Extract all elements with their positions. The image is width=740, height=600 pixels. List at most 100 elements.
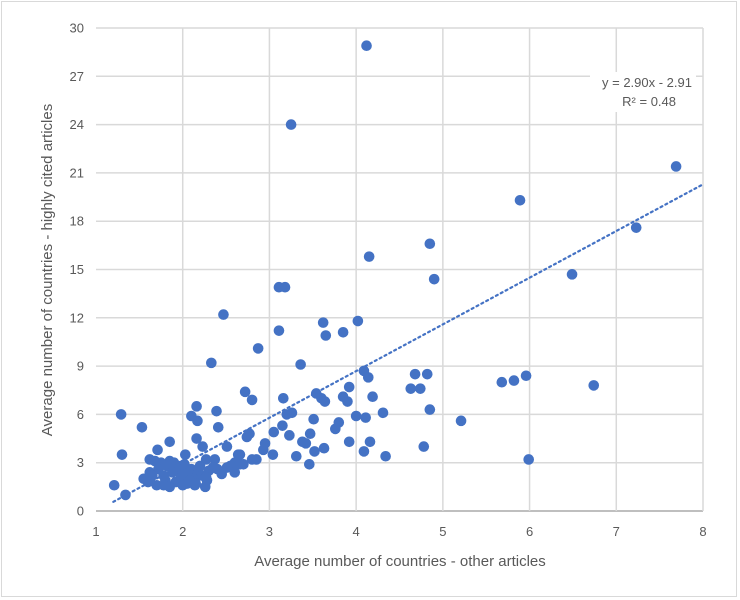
data-point bbox=[520, 370, 532, 382]
data-point bbox=[362, 372, 374, 383]
data-point bbox=[337, 326, 349, 338]
data-point bbox=[281, 409, 293, 420]
data-point bbox=[278, 393, 289, 404]
data-point bbox=[120, 489, 131, 501]
x-tick-label: 5 bbox=[439, 524, 446, 539]
data-point bbox=[218, 309, 229, 320]
data-point bbox=[291, 450, 302, 462]
x-tick-label: 2 bbox=[179, 524, 186, 539]
data-point bbox=[496, 376, 508, 388]
x-tick-label: 8 bbox=[699, 524, 706, 539]
data-point bbox=[279, 281, 291, 293]
data-points bbox=[108, 40, 682, 501]
data-point bbox=[630, 222, 642, 233]
y-tick-label: 15 bbox=[70, 262, 84, 277]
trendline bbox=[112, 183, 705, 503]
data-point bbox=[285, 119, 297, 130]
data-point bbox=[268, 426, 280, 438]
x-tick-label: 3 bbox=[266, 524, 273, 539]
data-point bbox=[206, 357, 217, 369]
data-point bbox=[418, 441, 430, 452]
x-tick-label: 6 bbox=[526, 524, 533, 539]
data-point bbox=[300, 438, 312, 449]
x-axis-title: Average number of countries - other arti… bbox=[254, 553, 546, 570]
trendline-line bbox=[112, 183, 705, 503]
data-point bbox=[192, 415, 203, 427]
data-point bbox=[343, 381, 355, 393]
data-point bbox=[241, 431, 253, 443]
data-point bbox=[273, 325, 285, 336]
x-tick-label: 7 bbox=[613, 524, 620, 539]
data-point bbox=[415, 383, 426, 394]
data-point bbox=[180, 449, 191, 460]
data-point bbox=[455, 415, 467, 427]
data-point bbox=[363, 251, 375, 262]
data-point bbox=[380, 450, 391, 462]
data-point bbox=[108, 479, 120, 491]
data-point bbox=[277, 420, 288, 431]
y-tick-label: 27 bbox=[70, 69, 84, 84]
data-point bbox=[352, 315, 364, 327]
data-point bbox=[164, 481, 176, 493]
data-point bbox=[405, 383, 417, 394]
data-point bbox=[308, 413, 319, 425]
data-point bbox=[167, 467, 178, 478]
data-point bbox=[367, 391, 378, 402]
y-tick-label: 0 bbox=[77, 504, 84, 519]
y-tick-label: 3 bbox=[77, 455, 84, 470]
y-tick-label: 9 bbox=[77, 359, 84, 374]
y-tick-label: 12 bbox=[70, 310, 84, 325]
data-point bbox=[234, 449, 246, 460]
data-point bbox=[191, 433, 202, 444]
data-point bbox=[342, 396, 353, 407]
data-point bbox=[409, 368, 421, 380]
data-point bbox=[319, 396, 331, 407]
data-point bbox=[164, 436, 176, 448]
data-point bbox=[566, 269, 578, 280]
data-point bbox=[221, 441, 233, 452]
data-point bbox=[588, 380, 600, 391]
data-point bbox=[358, 446, 370, 457]
data-point bbox=[251, 454, 262, 465]
data-point bbox=[330, 423, 341, 435]
data-point bbox=[239, 386, 251, 398]
data-point bbox=[421, 368, 433, 380]
data-point bbox=[252, 343, 264, 354]
y-tick-label: 6 bbox=[77, 407, 84, 422]
trendline-label-bg bbox=[590, 72, 696, 112]
data-point bbox=[320, 330, 332, 341]
y-axis-title: Average number of countries - highly cit… bbox=[39, 104, 56, 436]
data-point bbox=[304, 459, 315, 470]
data-point bbox=[360, 412, 371, 423]
data-point bbox=[116, 449, 128, 460]
trendline-r2: R² = 0.48 bbox=[622, 94, 676, 109]
data-point bbox=[177, 479, 189, 491]
data-point bbox=[246, 394, 258, 406]
data-point bbox=[364, 436, 376, 448]
x-tick-label: 4 bbox=[353, 524, 360, 539]
data-point bbox=[199, 481, 211, 493]
data-point bbox=[318, 442, 330, 454]
data-point bbox=[284, 430, 295, 441]
data-point bbox=[258, 444, 269, 456]
data-point bbox=[142, 476, 154, 488]
data-point bbox=[424, 404, 436, 415]
data-point bbox=[424, 238, 436, 250]
data-point bbox=[309, 446, 320, 457]
data-point bbox=[211, 405, 222, 417]
data-point bbox=[361, 40, 372, 52]
data-point bbox=[343, 436, 355, 448]
data-point bbox=[267, 449, 279, 460]
y-tick-label: 18 bbox=[70, 214, 84, 229]
data-point bbox=[350, 410, 362, 422]
data-point bbox=[197, 441, 208, 452]
data-point bbox=[209, 454, 221, 465]
data-point bbox=[523, 454, 535, 465]
data-point bbox=[191, 401, 202, 412]
data-point bbox=[234, 459, 246, 470]
y-tick-label: 30 bbox=[70, 21, 84, 36]
data-point bbox=[377, 407, 389, 419]
